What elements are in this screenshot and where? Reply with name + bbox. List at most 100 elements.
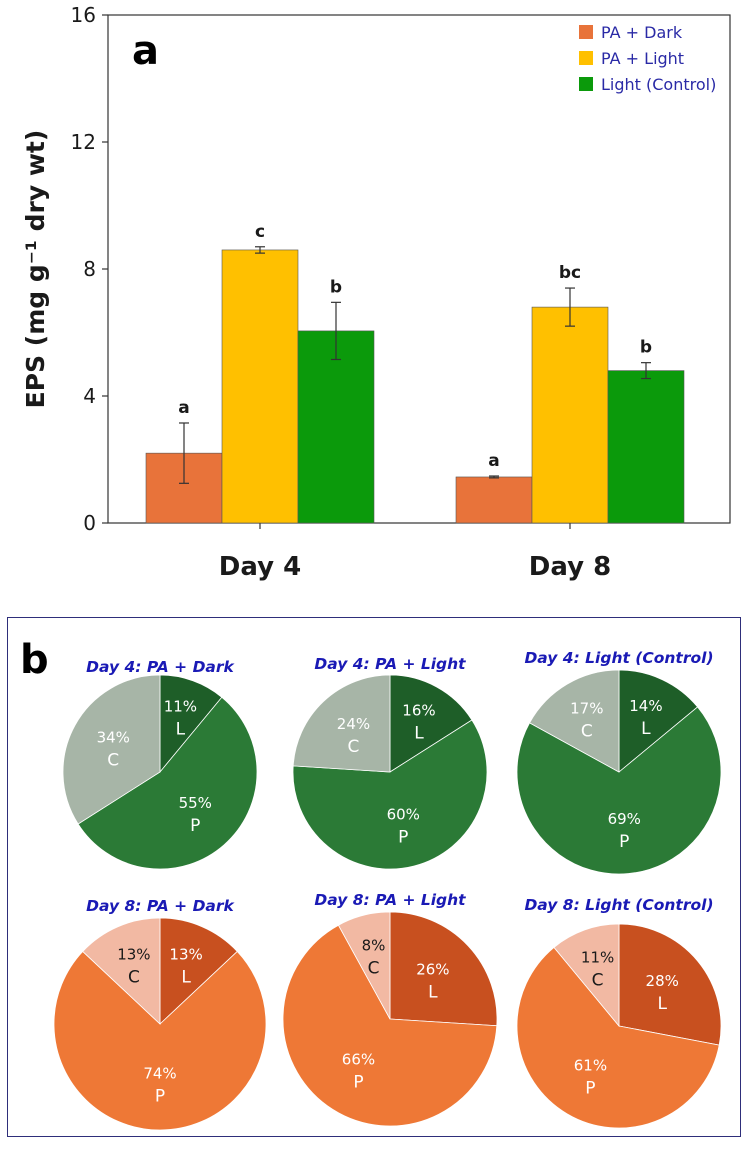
pie-slice-label: L xyxy=(641,719,651,739)
pie-slice xyxy=(282,924,498,1127)
pie-chart: Day 4: PA + Dark 11% L 55% P 34% C xyxy=(62,658,258,870)
pie-title: Day 4: Light (Control) xyxy=(524,649,713,667)
pie-title: Day 8: PA + Light xyxy=(314,891,466,909)
pie-slice-percent: 61% xyxy=(574,1056,607,1074)
bar xyxy=(531,306,609,524)
panel-a-label: a xyxy=(132,28,159,74)
pie-slice xyxy=(529,669,620,773)
legend-swatch xyxy=(579,25,593,39)
pie-slice xyxy=(62,674,161,825)
y-tick-label: 16 xyxy=(71,3,96,27)
pie-slice-label: C xyxy=(348,737,360,757)
pie-title: Day 8: Light (Control) xyxy=(524,896,713,914)
pie-slice-label: P xyxy=(190,816,200,836)
y-axis: 0 4 8 12 16 xyxy=(71,3,108,535)
pie-slice xyxy=(292,674,391,773)
pie-chart: Day 8: PA + Dark 13% L 74% P 13% C xyxy=(53,897,267,1131)
pie-title: Day 4: PA + Light xyxy=(314,655,466,673)
pie-slice xyxy=(53,950,267,1131)
pie-slice-percent: 11% xyxy=(581,948,614,966)
pie-slice xyxy=(553,923,620,1028)
y-axis-label: EPS (mg g⁻¹ dry wt) xyxy=(21,130,50,409)
significance-letter: bc xyxy=(559,263,581,283)
pie-slice xyxy=(159,917,238,1025)
pie-slice xyxy=(618,923,722,1046)
pie-slice-percent: 60% xyxy=(387,806,420,824)
pie-chart: Day 8: PA + Light 26% L 66% P 8% C xyxy=(282,891,498,1127)
pie-slice-label: L xyxy=(657,994,667,1014)
pie-slice xyxy=(292,719,488,870)
panel-b-label: b xyxy=(20,637,49,683)
significance-letter: b xyxy=(640,338,652,358)
significance-letter: a xyxy=(178,398,189,418)
pie-chart: Day 4: PA + Light 16% L 60% P 24% C xyxy=(292,655,488,870)
x-tick-label: Day 4 xyxy=(219,552,301,582)
pie-slice-label: L xyxy=(414,723,424,743)
legend-label: PA + Dark xyxy=(601,23,683,42)
pie-slice-percent: 17% xyxy=(570,700,603,718)
pie-slice-label: P xyxy=(585,1078,595,1098)
pie-slice-percent: 26% xyxy=(416,961,449,979)
pie-slice xyxy=(516,946,720,1129)
significance-letter: a xyxy=(488,451,499,471)
pie-title: Day 4: PA + Dark xyxy=(86,658,235,676)
pie-slice-label: P xyxy=(353,1073,363,1093)
y-tick-label: 12 xyxy=(71,130,96,154)
pie-chart: Day 4: Light (Control) 14% L 69% P 17% C xyxy=(516,649,722,875)
pie-slice xyxy=(516,706,722,875)
pie-slice-percent: 16% xyxy=(402,701,435,719)
pie-slice-percent: 8% xyxy=(362,937,386,955)
pie-slice xyxy=(618,669,699,773)
pie-slice xyxy=(389,911,498,1027)
pie-slice xyxy=(389,674,473,773)
pie-chart: Day 8: Light (Control) 28% L 61% P 11% C xyxy=(516,896,722,1129)
pie-slice-label: C xyxy=(128,968,140,988)
pie-slice-label: L xyxy=(428,983,438,1003)
legend: PA + Dark PA + Light Light (Control) xyxy=(579,23,716,94)
pie-slice-percent: 24% xyxy=(337,715,370,733)
pie-title: Day 8: PA + Dark xyxy=(86,897,235,915)
pie-slice xyxy=(82,917,161,1025)
pie-slice xyxy=(77,696,258,870)
pie-slice xyxy=(337,911,391,1020)
pie-slice-percent: 13% xyxy=(169,946,202,964)
bar xyxy=(221,249,299,524)
pie-slice-percent: 28% xyxy=(646,972,679,990)
pie-slice-label: L xyxy=(176,719,186,739)
pie-slice-percent: 11% xyxy=(164,697,197,715)
pie-slice-percent: 55% xyxy=(179,794,212,812)
significance-letter: c xyxy=(255,222,265,242)
pie-slice-percent: 74% xyxy=(143,1064,176,1082)
y-tick-label: 4 xyxy=(83,384,96,408)
pie-slice xyxy=(159,674,223,774)
panel-b-frame xyxy=(7,617,741,1137)
pie-slice-percent: 14% xyxy=(629,697,662,715)
legend-label: PA + Light xyxy=(601,49,684,68)
pie-slice-label: P xyxy=(619,832,629,852)
x-tick-label: Day 8 xyxy=(529,552,611,582)
bar xyxy=(455,476,533,524)
pie-slice-percent: 34% xyxy=(97,728,130,746)
legend-swatch xyxy=(579,51,593,65)
pie-slice-percent: 69% xyxy=(608,810,641,828)
pie-slice-label: P xyxy=(398,828,408,848)
y-tick-label: 8 xyxy=(83,257,96,281)
pie-slice-label: C xyxy=(107,750,119,770)
bar xyxy=(607,370,685,524)
pie-slice-percent: 13% xyxy=(117,946,150,964)
pie-slice-label: L xyxy=(181,968,191,988)
legend-swatch xyxy=(579,77,593,91)
y-tick-label: 0 xyxy=(83,511,96,535)
pie-slice-label: C xyxy=(368,959,380,979)
pie-slice-label: C xyxy=(592,970,604,990)
bars: Day 4 a c b Day 8 a bc b xyxy=(145,222,685,582)
legend-label: Light (Control) xyxy=(601,75,716,94)
pie-slice-label: C xyxy=(581,722,593,742)
significance-letter: b xyxy=(330,277,342,297)
pie-slice-label: P xyxy=(155,1086,165,1106)
pie-slice-percent: 66% xyxy=(342,1051,375,1069)
